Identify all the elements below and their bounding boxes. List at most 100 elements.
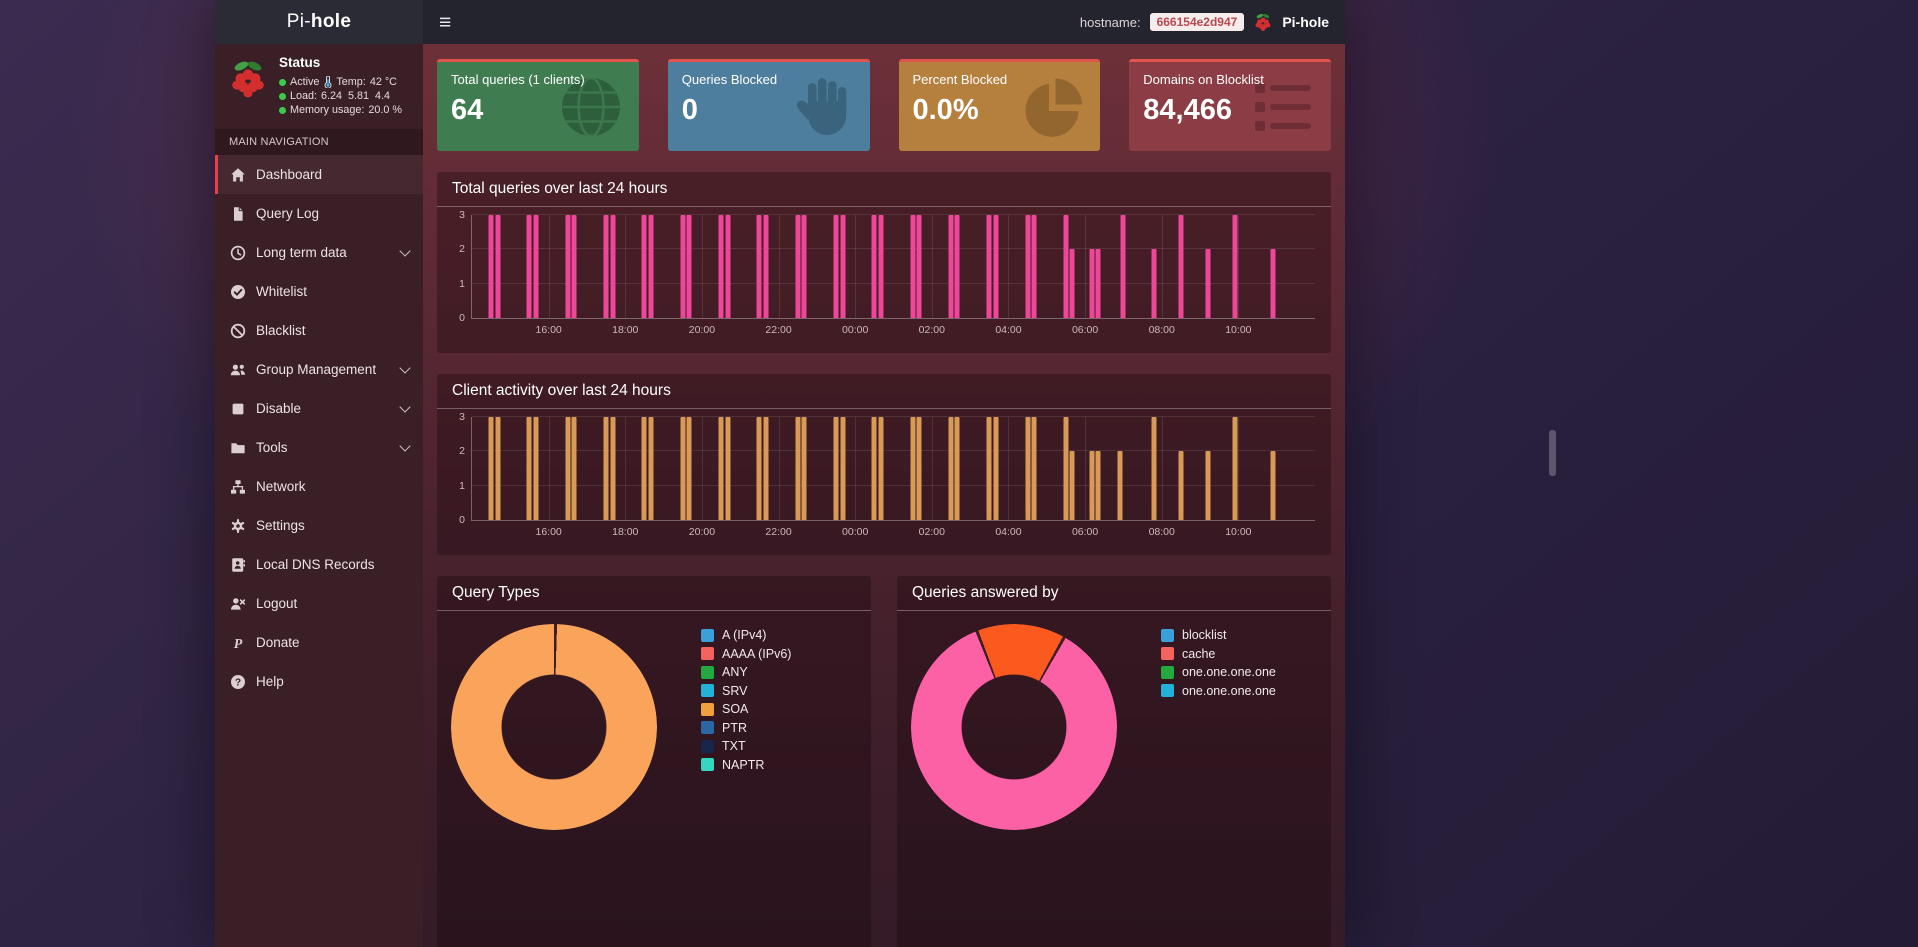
bar <box>801 417 807 520</box>
sidebar-item-whitelist[interactable]: Whitelist <box>215 272 423 311</box>
bar <box>1232 215 1238 318</box>
legend-item-txt[interactable]: TXT <box>701 737 791 756</box>
pihole-logo-icon <box>1253 11 1273 33</box>
bar <box>948 417 954 520</box>
status-temp-label: Temp: <box>336 76 366 88</box>
check-circle-icon <box>229 283 247 300</box>
sidebar-item-label: Local DNS Records <box>256 557 375 572</box>
legend-item-ptr[interactable]: PTR <box>701 719 791 738</box>
sidebar-item-disable[interactable]: Disable <box>215 389 423 428</box>
bar <box>1089 249 1095 318</box>
sidebar-item-network[interactable]: Network <box>215 467 423 506</box>
legend-item-a-ipv4[interactable]: A (IPv4) <box>701 626 791 645</box>
x-axis-tick: 16:00 <box>535 526 562 538</box>
bar <box>871 215 877 318</box>
bar <box>533 417 539 520</box>
status-memory-label: Memory usage: <box>290 104 365 116</box>
chevron-down-icon <box>399 244 411 257</box>
bar <box>833 417 839 520</box>
brand-logo[interactable]: Pi-hole <box>215 0 423 44</box>
bar <box>840 215 846 318</box>
x-axis-tick: 16:00 <box>535 324 562 336</box>
bar <box>718 417 724 520</box>
status-temp-value: 42 °C <box>369 76 397 88</box>
sidebar-item-label: Whitelist <box>256 284 308 299</box>
panel-title: Queries answered by <box>897 576 1331 611</box>
bar <box>986 215 992 318</box>
bar <box>833 215 839 318</box>
gridline <box>1008 215 1010 318</box>
list-icon <box>1247 71 1319 143</box>
sidebar-item-dashboard[interactable]: Dashboard <box>215 155 423 194</box>
legend-item-naptr[interactable]: NAPTR <box>701 756 791 775</box>
users-icon <box>229 361 247 378</box>
gridline <box>625 215 627 318</box>
bar <box>1205 249 1211 318</box>
bar <box>756 417 762 520</box>
query-types-body: A (IPv4) AAAA (IPv6) ANY SRV SOA PTR TXT NAPTR <box>437 611 871 843</box>
sidebar-item-label: Logout <box>256 596 298 611</box>
chevron-down-icon <box>399 439 411 452</box>
sidebar-item-label: Group Management <box>256 362 377 377</box>
paypal-icon: P <box>229 634 247 651</box>
sidebar-toggle-button[interactable]: ≡ <box>439 10 452 34</box>
legend-swatch <box>1161 647 1174 661</box>
legend-item-blocklist[interactable]: blocklist <box>1161 626 1276 645</box>
sidebar-menu: Dashboard Query Log Long term data Whitelis… <box>215 155 423 701</box>
x-axis-tick: 00:00 <box>842 324 869 336</box>
legend-item-cache[interactable]: cache <box>1161 645 1276 664</box>
bar <box>641 215 647 318</box>
bar <box>565 417 571 520</box>
bar <box>1120 215 1126 318</box>
x-axis-tick: 18:00 <box>612 324 639 336</box>
gridline <box>931 417 933 520</box>
sidebar-item-tools[interactable]: Tools <box>215 428 423 467</box>
sidebar-item-help[interactable]: ? Help <box>215 662 423 701</box>
legend-item-soa[interactable]: SOA <box>701 700 791 719</box>
sidebar-item-long-term-data[interactable]: Long term data <box>215 233 423 272</box>
legend-item-any[interactable]: ANY <box>701 663 791 682</box>
sidebar-item-settings[interactable]: Settings <box>215 506 423 545</box>
scrollbar-thumb[interactable] <box>1549 430 1556 476</box>
gridline <box>472 484 1315 486</box>
sidebar-item-query-log[interactable]: Query Log <box>215 194 423 233</box>
bar <box>878 417 884 520</box>
home-icon <box>229 166 247 183</box>
sidebar-item-local-dns-records[interactable]: Local DNS Records <box>215 545 423 584</box>
legend-label: one.one.one.one <box>1182 665 1276 680</box>
panel-title: Query Types <box>437 576 871 611</box>
legend-item-one-one-one-one[interactable]: one.one.one.one <box>1161 663 1276 682</box>
x-axis-tick: 20:00 <box>688 324 716 336</box>
x-axis-tick: 04:00 <box>995 324 1022 336</box>
sidebar-item-donate[interactable]: P Donate <box>215 623 423 662</box>
bar <box>910 215 916 318</box>
queries-answered-donut <box>911 624 1117 830</box>
sidebar-item-logout[interactable]: Logout <box>215 584 423 623</box>
sidebar-item-group-management[interactable]: Group Management <box>215 350 423 389</box>
legend-item-one-one-one-one[interactable]: one.one.one.one <box>1161 682 1276 701</box>
bar <box>1178 215 1184 318</box>
sidebar-item-blacklist[interactable]: Blacklist <box>215 311 423 350</box>
ban-icon <box>229 322 247 339</box>
stat-card-title: Queries Blocked <box>681 72 778 87</box>
stat-card-queries-blocked: Queries Blocked 0 <box>667 59 870 151</box>
sidebar-item-label: Donate <box>256 635 300 650</box>
globe-icon <box>555 71 627 143</box>
x-axis-tick: 06:00 <box>1071 324 1099 336</box>
bar <box>1069 451 1075 520</box>
hand-icon <box>786 71 858 143</box>
legend-swatch <box>701 628 714 642</box>
bar <box>565 215 571 318</box>
stat-card-domains-on-blocklist: Domains on Blocklist 84,466 <box>1129 59 1331 151</box>
bar <box>603 417 609 520</box>
legend-label: cache <box>1182 646 1216 661</box>
brand-hole: hole <box>310 11 352 32</box>
sidebar-item-label: Settings <box>256 518 305 533</box>
gridline <box>855 215 857 318</box>
legend-item-aaaa-ipv6[interactable]: AAAA (IPv6) <box>701 645 791 664</box>
legend-item-srv[interactable]: SRV <box>701 682 791 701</box>
bar <box>648 215 654 318</box>
status-line-active: Active Temp: 42 °C <box>279 75 402 89</box>
legend-label: AAAA (IPv6) <box>722 646 792 661</box>
